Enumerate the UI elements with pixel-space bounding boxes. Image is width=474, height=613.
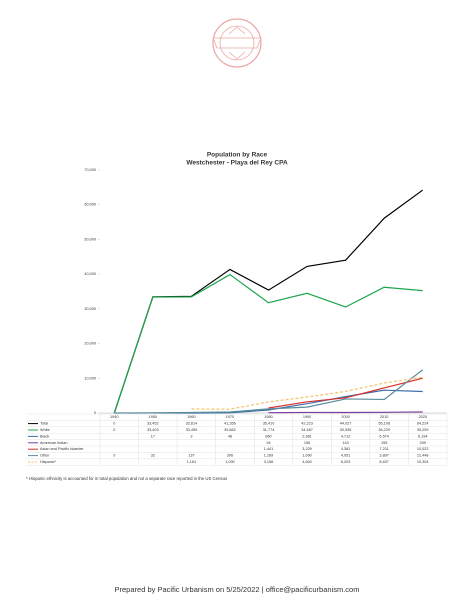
- table-cell: 306: [227, 454, 233, 458]
- series-line: [191, 376, 423, 410]
- table-cell: 7,211: [380, 447, 389, 451]
- legend-label: Hispanic*: [40, 460, 57, 464]
- y-tick-label: 20,000: [84, 342, 96, 346]
- table-cell: 6,194: [418, 434, 428, 438]
- table-cell: 1,189: [264, 454, 274, 458]
- legend-label: Total: [40, 422, 48, 426]
- table-cell: 48: [228, 434, 232, 438]
- table-cell: 35,410: [263, 422, 275, 426]
- series-line: [268, 411, 423, 414]
- table-cell: 0: [113, 428, 115, 432]
- series-line: [114, 369, 424, 414]
- series-line: [113, 273, 423, 414]
- table-cell: 137: [188, 454, 194, 458]
- y-tick-label: 40,000: [84, 272, 96, 276]
- footnote: * Hispanic ethnicity is accounted for in…: [26, 476, 227, 481]
- y-tick-label: 10,000: [84, 376, 96, 380]
- y-tick-label: 0: [94, 411, 96, 415]
- table-cell: 143: [342, 441, 348, 445]
- logo: [212, 18, 262, 68]
- footer: Prepared by Pacific Urbanism on 5/25/202…: [115, 585, 360, 594]
- table-cell: 17: [151, 434, 155, 438]
- x-tick-label: 2010: [380, 415, 388, 419]
- table-cell: 4,051: [341, 454, 351, 458]
- table-cell: 1,441: [264, 447, 274, 451]
- table-cell: 36,229: [378, 428, 390, 432]
- chart-title: Population by Race: [207, 152, 268, 159]
- x-tick-label: 1980: [264, 415, 272, 419]
- x-tick-label: 2020: [418, 415, 426, 419]
- table-cell: 156: [304, 441, 310, 445]
- table-cell: 1,090: [225, 460, 235, 464]
- legend-label: American Indian: [40, 441, 67, 445]
- table-cell: 35,259: [417, 428, 429, 432]
- legend-label: Asian and Pacific Islander: [40, 447, 84, 451]
- table-cell: 12,448: [417, 454, 429, 458]
- table-cell: 3,897: [379, 454, 389, 458]
- table-cell: 1,690: [302, 454, 312, 458]
- legend-label: Black: [40, 434, 49, 438]
- table-cell: 44,027: [340, 422, 352, 426]
- table-cell: 0: [113, 422, 115, 426]
- table-cell: 8,637: [379, 460, 389, 464]
- table-cell: 94: [266, 441, 270, 445]
- table-cell: 33,459: [186, 428, 198, 432]
- x-tick-label: 1940: [110, 415, 118, 419]
- table-cell: 1,161: [187, 460, 197, 464]
- x-tick-label: 1960: [187, 415, 195, 419]
- y-tick-label: 60,000: [84, 203, 96, 207]
- table-cell: 56,108: [378, 422, 390, 426]
- table-cell: 32: [151, 454, 155, 458]
- table-cell: 4,381: [341, 447, 351, 451]
- table-cell: 6,574: [379, 434, 389, 438]
- x-tick-label: 1990: [303, 415, 311, 419]
- table-cell: 39,882: [224, 428, 236, 432]
- table-cell: 3: [190, 434, 192, 438]
- table-cell: 31,774: [263, 428, 275, 432]
- table-cell: 860: [265, 434, 271, 438]
- table-cell: 6,203: [341, 460, 351, 464]
- y-tick-label: 70,000: [84, 168, 96, 172]
- y-tick-label: 50,000: [84, 237, 96, 241]
- table-cell: 2,681: [302, 434, 312, 438]
- series-line: [113, 189, 424, 414]
- table-cell: 195: [381, 441, 387, 445]
- table-cell: 34,487: [301, 428, 313, 432]
- table-cell: 33,452: [147, 422, 159, 426]
- table-cell: 4,600: [302, 460, 312, 464]
- table-cell: 0: [113, 454, 115, 458]
- table-cell: 3,229: [302, 447, 312, 451]
- x-tick-label: 1950: [149, 415, 157, 419]
- table-cell: 41,356: [224, 422, 236, 426]
- table-cell: 3,196: [264, 460, 274, 464]
- table-cell: 33,614: [186, 422, 198, 426]
- table-cell: 64,224: [417, 422, 429, 426]
- legend-label: Other: [40, 454, 50, 458]
- table-cell: 10,022: [417, 447, 429, 451]
- table-cell: 30,535: [340, 428, 352, 432]
- table-cell: 4,712: [341, 434, 351, 438]
- table-cell: 10,304: [417, 460, 429, 464]
- table-cell: 299: [420, 441, 426, 445]
- table-cell: 42,223: [301, 422, 313, 426]
- y-tick-label: 30,000: [84, 307, 96, 311]
- series-line: [268, 377, 423, 409]
- x-tick-label: 2000: [341, 415, 349, 419]
- legend-label: White: [40, 428, 50, 432]
- chart-subtitle: Westchester - Playa del Rey CPA: [186, 160, 288, 167]
- table-cell: 33,403: [147, 428, 159, 432]
- x-tick-label: 1970: [226, 415, 234, 419]
